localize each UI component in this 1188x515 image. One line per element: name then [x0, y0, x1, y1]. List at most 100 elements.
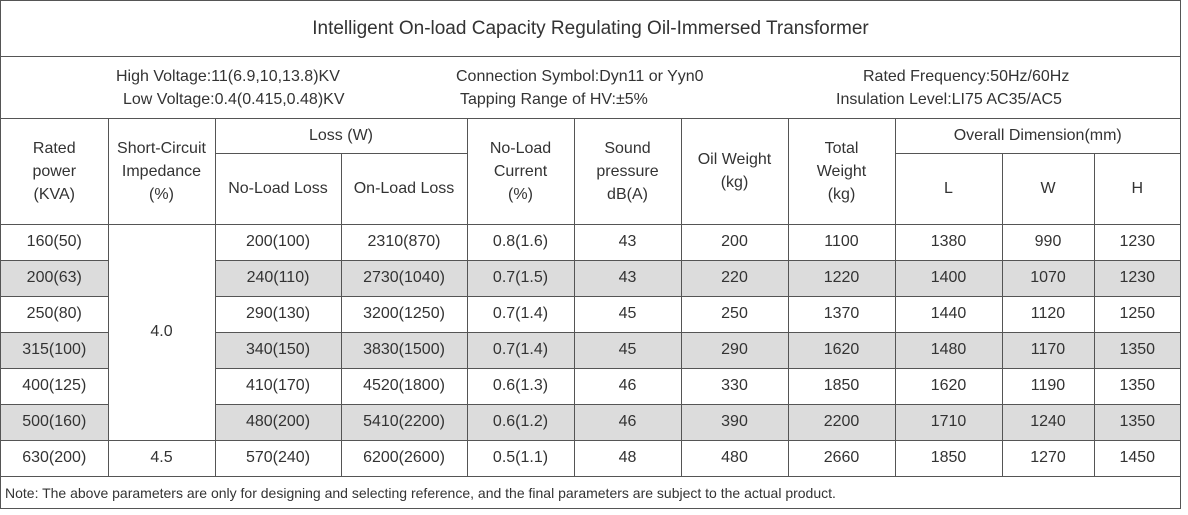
table-cell: 1370: [787, 295, 896, 333]
table-cell: 0.7(1.4): [466, 331, 575, 369]
impedance-cell: 4.5: [107, 439, 216, 477]
table-cell: 0.6(1.3): [466, 367, 575, 405]
table-cell: 1350: [1093, 331, 1181, 369]
table-cell: 1620: [894, 367, 1003, 405]
table-cell: 1170: [1001, 331, 1095, 369]
table-row: 400(125) 410(170) 4520(1800) 0.6(1.3) 46 330 1…: [1, 367, 1181, 405]
page-title: Intelligent On-load Capacity Regulating …: [1, 1, 1180, 57]
table-cell: 1230: [1093, 223, 1181, 261]
table-cell: 200(100): [214, 223, 342, 261]
header-loss: Loss (W): [214, 119, 468, 154]
header-oil-weight: Oil Weight (kg): [680, 119, 789, 225]
table-cell: 1350: [1093, 403, 1181, 441]
table-cell: 200: [680, 223, 789, 261]
low-voltage-text: Low Voltage:0.4(0.415,0.48)KV: [123, 91, 345, 108]
table-cell: 200(63): [1, 259, 109, 297]
table-cell: 1620: [787, 331, 896, 369]
connection-specs: Connection Symbol:Dyn11 or Yyn0 Tapping …: [456, 57, 836, 118]
table-cell: 2200: [787, 403, 896, 441]
table-cell: 400(125): [1, 367, 109, 405]
table-cell: 240(110): [214, 259, 342, 297]
table-cell: 480: [680, 439, 789, 477]
header-sound-pressure: Sound pressure dB(A): [573, 119, 682, 225]
table-cell: 1070: [1001, 259, 1095, 297]
table-row: 315(100) 340(150) 3830(1500) 0.7(1.4) 45 290 1…: [1, 331, 1181, 369]
table-cell: 1270: [1001, 439, 1095, 477]
table-cell: 500(160): [1, 403, 109, 441]
header-rated-power: Rated power (KVA): [1, 119, 109, 225]
table-cell: 630(200): [1, 439, 109, 477]
header-dim-h: H: [1093, 152, 1181, 225]
high-voltage-text: High Voltage:11(6.9,10,13.8)KV: [116, 68, 340, 85]
table-cell: 1450: [1093, 439, 1181, 477]
table-cell: 1190: [1001, 367, 1095, 405]
table-cell: 0.8(1.6): [466, 223, 575, 261]
table-cell: 3830(1500): [340, 331, 468, 369]
table-body: 160(50) 4.0 200(100) 2310(870) 0.8(1.6) 43 200…: [1, 223, 1181, 477]
table-cell: 250(80): [1, 295, 109, 333]
table-cell: 1250: [1093, 295, 1181, 333]
header-overall-dimension: Overall Dimension(mm): [894, 119, 1181, 154]
table-cell: 0.5(1.1): [466, 439, 575, 477]
table-cell: 340(150): [214, 331, 342, 369]
table-cell: 1480: [894, 331, 1003, 369]
table-cell: 6200(2600): [340, 439, 468, 477]
table-cell: 990: [1001, 223, 1095, 261]
table-cell: 46: [573, 367, 682, 405]
header-impedance: Short-Circuit Impedance (%): [107, 119, 216, 225]
voltage-specs: High Voltage:11(6.9,10,13.8)KV Low Volta…: [116, 57, 456, 118]
table-cell: 43: [573, 223, 682, 261]
table-cell: 1380: [894, 223, 1003, 261]
table-cell: 390: [680, 403, 789, 441]
header-total-weight: Total Weight (kg): [787, 119, 896, 225]
table-cell: 0.7(1.5): [466, 259, 575, 297]
frequency-specs: Rated Frequency:50Hz/60Hz Insulation Lev…: [836, 57, 1116, 118]
table-cell: 250: [680, 295, 789, 333]
header-no-load-current: No-Load Current (%): [466, 119, 575, 225]
table-cell: 1220: [787, 259, 896, 297]
header-dim-w: W: [1001, 152, 1095, 225]
table-cell: 1230: [1093, 259, 1181, 297]
table-cell: 480(200): [214, 403, 342, 441]
table-cell: 48: [573, 439, 682, 477]
table-cell: 160(50): [1, 223, 109, 261]
table-cell: 570(240): [214, 439, 342, 477]
table-cell: 46: [573, 403, 682, 441]
table-cell: 1100: [787, 223, 896, 261]
table-cell: 0.7(1.4): [466, 295, 575, 333]
table-row: 630(200) 4.5 570(240) 6200(2600) 0.5(1.1) 48 4…: [1, 439, 1181, 477]
spec-summary: High Voltage:11(6.9,10,13.8)KV Low Volta…: [1, 57, 1180, 119]
parameter-table: Rated power (KVA) Short-Circuit Impedance (%…: [1, 119, 1181, 477]
table-cell: 2730(1040): [340, 259, 468, 297]
table-cell: 1850: [894, 439, 1003, 477]
table-cell: 1120: [1001, 295, 1095, 333]
connection-symbol-text: Connection Symbol:Dyn11 or Yyn0: [456, 68, 704, 85]
impedance-cell: 4.0: [107, 223, 216, 441]
header-dim-l: L: [894, 152, 1003, 225]
table-row: 500(160) 480(200) 5410(2200) 0.6(1.2) 46 390 2…: [1, 403, 1181, 441]
insulation-level-text: Insulation Level:LI75 AC35/AC5: [836, 91, 1062, 108]
table-cell: 290: [680, 331, 789, 369]
table-cell: 2660: [787, 439, 896, 477]
table-cell: 410(170): [214, 367, 342, 405]
table-cell: 5410(2200): [340, 403, 468, 441]
table-cell: 0.6(1.2): [466, 403, 575, 441]
tapping-range-text: Tapping Range of HV:±5%: [460, 91, 648, 108]
table-cell: 1350: [1093, 367, 1181, 405]
table-cell: 1240: [1001, 403, 1095, 441]
table-cell: 315(100): [1, 331, 109, 369]
table-cell: 1850: [787, 367, 896, 405]
footnote: Note: The above parameters are only for …: [5, 484, 836, 501]
table-cell: 1440: [894, 295, 1003, 333]
table-cell: 45: [573, 295, 682, 333]
table-cell: 2310(870): [340, 223, 468, 261]
table-cell: 330: [680, 367, 789, 405]
table-cell: 3200(1250): [340, 295, 468, 333]
table-cell: 1400: [894, 259, 1003, 297]
header-no-load-loss: No-Load Loss: [215, 152, 342, 225]
rated-frequency-text: Rated Frequency:50Hz/60Hz: [863, 68, 1070, 85]
header-on-load-loss: On-Load Loss: [340, 152, 468, 225]
table-cell: 1710: [894, 403, 1003, 441]
table-cell: 220: [680, 259, 789, 297]
